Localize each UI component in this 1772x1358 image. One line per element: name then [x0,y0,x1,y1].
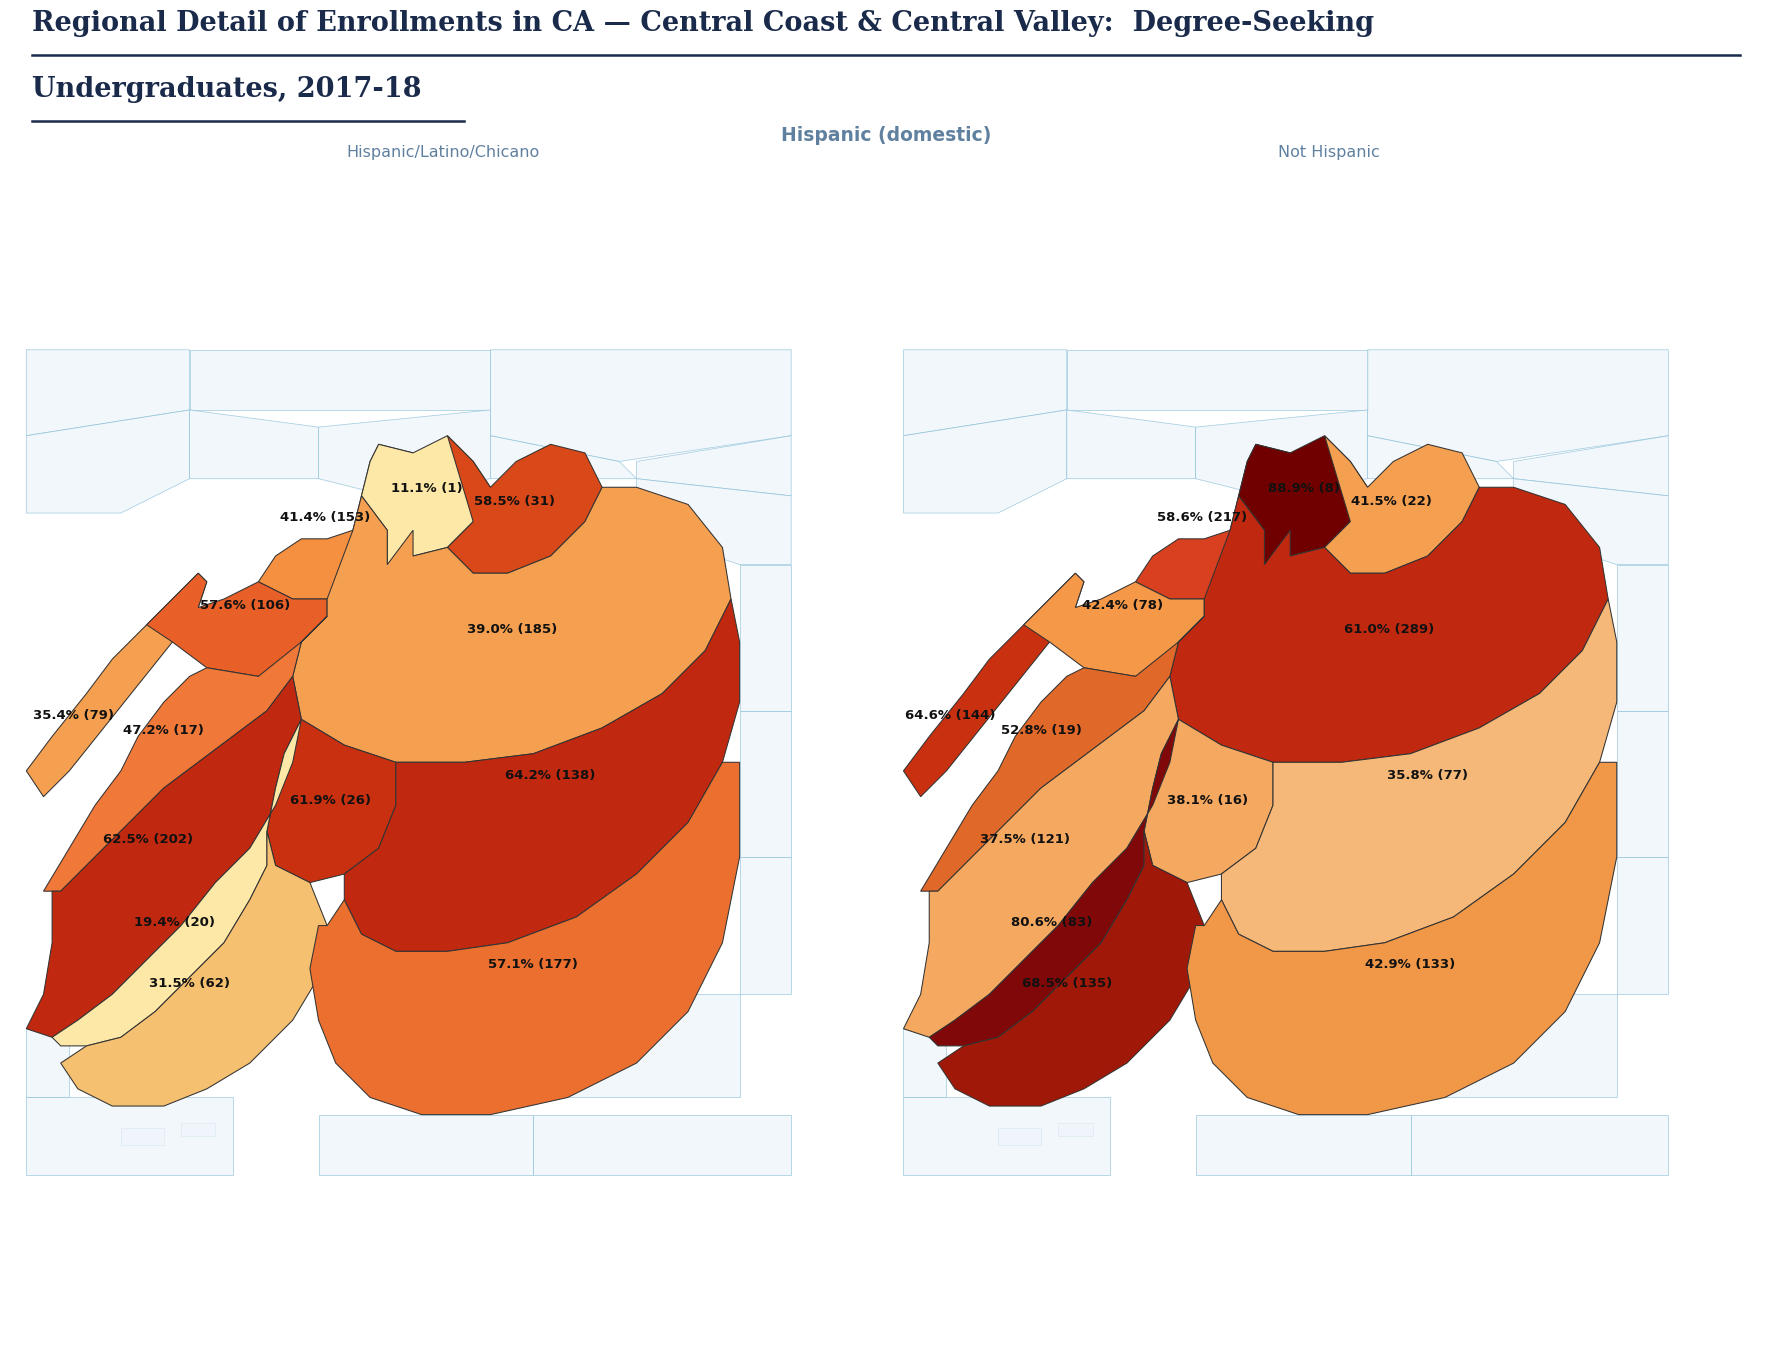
Text: 52.8% (19): 52.8% (19) [1001,724,1081,737]
Text: 68.5% (135): 68.5% (135) [1022,976,1111,990]
Text: 35.8% (77): 35.8% (77) [1387,769,1469,782]
Text: 58.6% (217): 58.6% (217) [1157,511,1247,524]
Polygon shape [1513,436,1667,496]
Polygon shape [491,436,636,478]
Text: 80.6% (83): 80.6% (83) [1012,917,1093,929]
Polygon shape [1616,710,1667,857]
Polygon shape [447,436,602,573]
Polygon shape [292,488,732,762]
Text: Hispanic/Latino/Chicano: Hispanic/Latino/Chicano [346,145,540,160]
Polygon shape [636,436,790,496]
Polygon shape [904,676,1178,1038]
Text: 37.5% (121): 37.5% (121) [980,832,1070,846]
Polygon shape [533,1115,790,1175]
Polygon shape [120,1127,163,1145]
Polygon shape [636,478,790,565]
Polygon shape [27,573,207,797]
Text: 88.9% (8): 88.9% (8) [1269,482,1340,496]
Text: 31.5% (62): 31.5% (62) [149,976,230,990]
Polygon shape [1513,478,1667,565]
Text: 39.0% (185): 39.0% (185) [466,622,556,636]
Polygon shape [1616,857,1667,994]
Text: Not Hispanic: Not Hispanic [1278,145,1380,160]
Polygon shape [319,410,491,496]
Polygon shape [904,350,1067,436]
Polygon shape [60,831,328,1105]
Polygon shape [1411,1115,1667,1175]
Polygon shape [998,1127,1040,1145]
Polygon shape [739,710,790,857]
Polygon shape [447,994,739,1097]
Polygon shape [1368,350,1667,462]
Polygon shape [268,720,395,883]
Text: 57.6% (106): 57.6% (106) [200,599,291,612]
Polygon shape [27,1097,232,1175]
Polygon shape [1196,1115,1411,1175]
Polygon shape [27,676,301,1038]
Polygon shape [319,1115,533,1175]
Text: 61.0% (289): 61.0% (289) [1343,622,1434,636]
Polygon shape [344,599,739,952]
Text: 61.9% (26): 61.9% (26) [291,794,370,808]
Text: Undergraduates, 2017-18: Undergraduates, 2017-18 [32,76,422,103]
Polygon shape [259,444,431,599]
Polygon shape [1324,436,1480,573]
Polygon shape [1067,410,1196,478]
Text: 42.4% (78): 42.4% (78) [1083,599,1162,612]
Polygon shape [1616,565,1667,710]
Polygon shape [1136,444,1308,599]
Polygon shape [27,1029,69,1097]
Polygon shape [929,720,1178,1046]
Polygon shape [1196,410,1368,496]
Polygon shape [904,573,1084,797]
Polygon shape [1239,436,1368,565]
Polygon shape [190,350,491,410]
Polygon shape [51,720,301,1046]
Text: 62.5% (202): 62.5% (202) [103,832,193,846]
Text: Hispanic (domestic): Hispanic (domestic) [781,126,991,145]
Polygon shape [921,617,1205,891]
Polygon shape [1170,488,1609,762]
Polygon shape [1324,994,1616,1097]
Text: 57.1% (177): 57.1% (177) [489,957,578,971]
Polygon shape [1221,599,1616,952]
Polygon shape [739,565,790,710]
Polygon shape [361,436,491,565]
Polygon shape [739,857,790,994]
Polygon shape [310,762,739,1115]
Polygon shape [904,1097,1109,1175]
Text: 64.2% (138): 64.2% (138) [505,769,595,782]
Polygon shape [27,350,190,436]
Text: 58.5% (31): 58.5% (31) [473,496,555,508]
Text: Regional Detail of Enrollments in CA — Central Coast & Central Valley:  Degree-S: Regional Detail of Enrollments in CA — C… [32,10,1373,37]
Polygon shape [1067,350,1368,410]
Polygon shape [491,350,790,462]
Text: 41.4% (153): 41.4% (153) [280,511,370,524]
Polygon shape [1368,436,1513,478]
Polygon shape [1024,573,1205,676]
Polygon shape [147,573,328,676]
Polygon shape [904,1029,946,1097]
Polygon shape [1187,762,1616,1115]
Polygon shape [44,617,328,891]
Polygon shape [181,1123,216,1137]
Text: 64.6% (144): 64.6% (144) [905,709,996,721]
Text: 19.4% (20): 19.4% (20) [135,917,216,929]
Text: 47.2% (17): 47.2% (17) [124,724,204,737]
Text: 42.9% (133): 42.9% (133) [1366,957,1455,971]
Polygon shape [1058,1123,1093,1137]
Polygon shape [1145,720,1272,883]
Polygon shape [937,831,1205,1105]
Text: 35.4% (79): 35.4% (79) [34,709,113,721]
Polygon shape [904,410,1067,513]
Polygon shape [27,410,190,513]
Polygon shape [190,410,319,478]
Text: 38.1% (16): 38.1% (16) [1168,794,1247,808]
Text: 41.5% (22): 41.5% (22) [1352,496,1432,508]
Text: 11.1% (1): 11.1% (1) [392,482,462,496]
